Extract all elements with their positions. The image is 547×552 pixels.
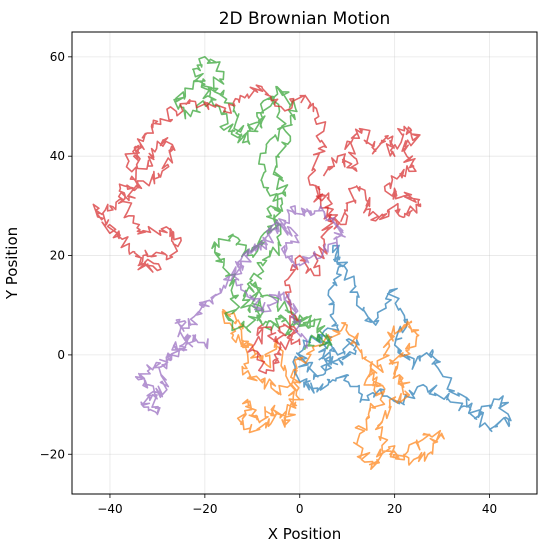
x-tick-label: −40 xyxy=(97,502,122,516)
y-tick-label: 40 xyxy=(50,149,65,163)
x-axis-label: X Position xyxy=(268,525,341,543)
x-tick-label: 20 xyxy=(387,502,402,516)
chart-title: 2D Brownian Motion xyxy=(219,9,391,29)
x-tick-label: 0 xyxy=(296,502,304,516)
y-tick-label: 20 xyxy=(50,249,65,263)
y-tick-label: 0 xyxy=(57,348,65,362)
x-tick-label: 40 xyxy=(482,502,497,516)
y-tick-label: −20 xyxy=(40,447,65,461)
x-tick-label: −20 xyxy=(192,502,217,516)
y-tick-label: 60 xyxy=(50,50,65,64)
y-axis-label: Y Position xyxy=(3,227,21,300)
